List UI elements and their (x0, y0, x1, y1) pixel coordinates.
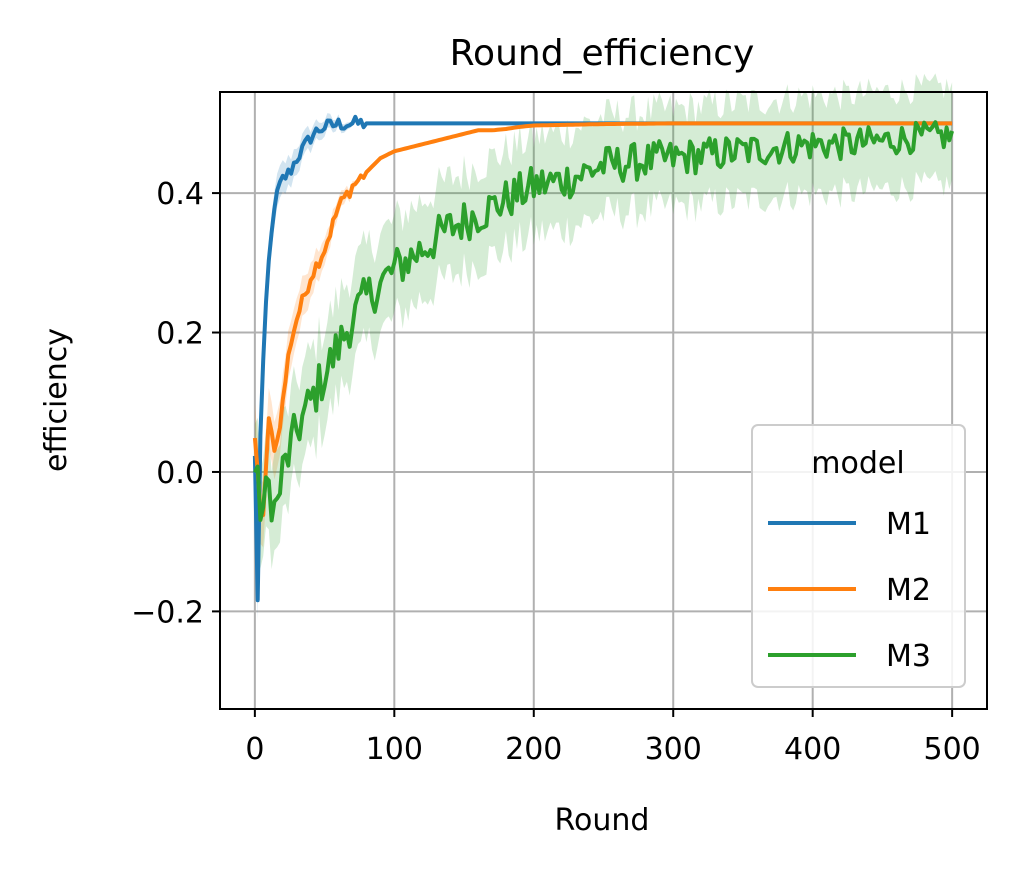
y-tick-label: 0.4 (156, 177, 204, 212)
x-axis-ticks: 0 100 200 300 400 500 (245, 709, 981, 767)
y-tick-label: −0.2 (131, 595, 204, 630)
x-tick-label: 100 (366, 732, 423, 767)
x-tick-label: 500 (924, 732, 981, 767)
x-tick-label: 400 (784, 732, 841, 767)
legend-box (751, 424, 966, 688)
x-tick-label: 200 (505, 732, 562, 767)
y-axis-ticks: −0.2 0.0 0.2 0.4 (131, 177, 220, 630)
series-line-M3 (253, 120, 955, 523)
legend-title: model (811, 446, 904, 481)
legend-label-M3: M3 (886, 639, 931, 674)
x-tick-label: 300 (645, 732, 702, 767)
plot-frame (219, 91, 988, 710)
confidence-bands (254, 73, 953, 621)
x-axis-label: Round (555, 803, 650, 838)
series-line-M2 (252, 121, 953, 518)
series-lines (252, 114, 955, 603)
chart-title: Round_efficiency (450, 33, 755, 74)
legend-label-M1: M1 (886, 507, 931, 542)
y-tick-label: 0.0 (156, 456, 204, 491)
x-tick-label: 0 (245, 732, 264, 767)
y-axis-label: efficiency (39, 328, 74, 472)
legend-label-M2: M2 (886, 573, 931, 608)
legend: model M1 M2 M3 (751, 424, 966, 688)
y-tick-label: 0.2 (156, 317, 204, 352)
series-band-M3 (254, 73, 953, 570)
